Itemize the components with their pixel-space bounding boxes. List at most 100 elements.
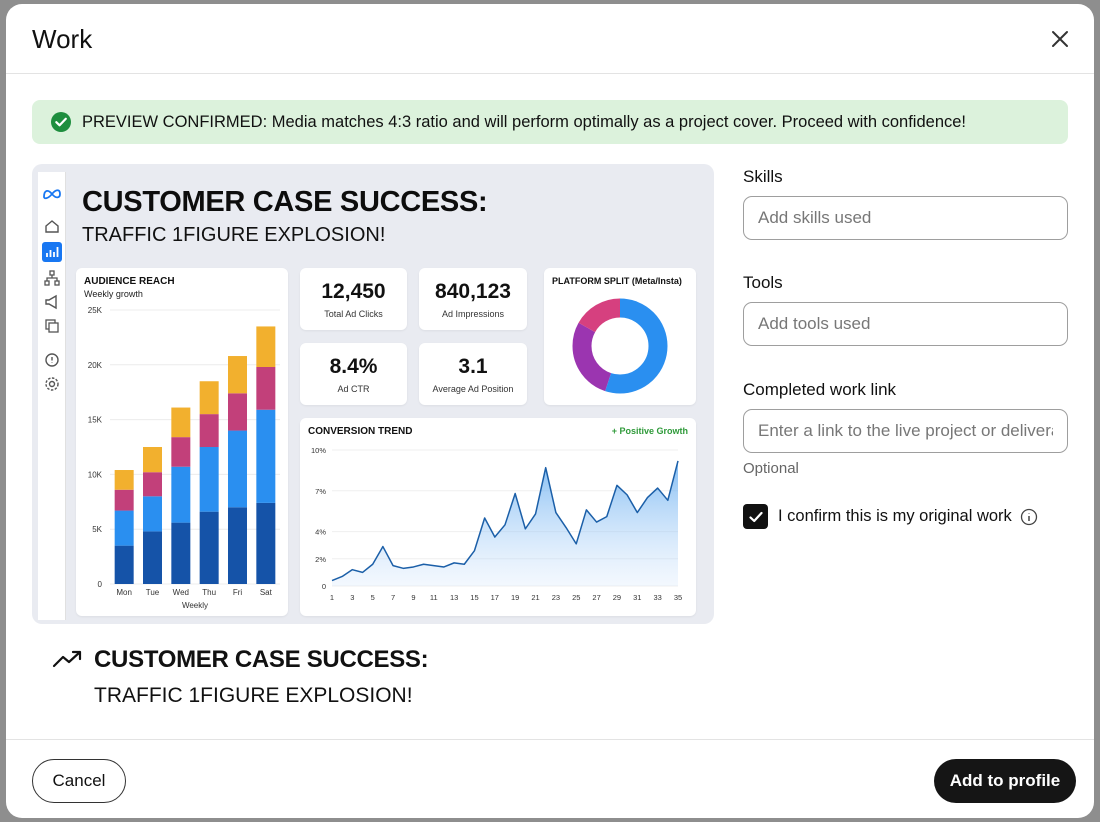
skills-label: Skills: [743, 167, 783, 186]
y-tick-label: 0: [98, 580, 103, 589]
conversion-trend-card: CONVERSION TREND + Positive Growth 0 2% 4%…: [300, 418, 696, 616]
kpi-value: 840,123: [435, 280, 511, 303]
dashboard-nav-rail: [38, 172, 66, 620]
original-work-checkbox[interactable]: [743, 504, 768, 529]
y-tick-label: 4%: [315, 528, 326, 537]
preview-confirmed-banner: PREVIEW CONFIRMED: Media matches 4:3 rat…: [32, 100, 1068, 144]
bar-segment: [114, 470, 134, 490]
work-link-input[interactable]: [743, 409, 1068, 453]
modal-header: Work: [6, 4, 1094, 74]
y-tick-label: 0: [322, 582, 326, 591]
x-tick-label: Thu: [202, 588, 216, 597]
x-tick-label: 15: [470, 593, 478, 602]
x-tick-label: Wed: [173, 588, 189, 597]
bar-segment: [256, 409, 276, 503]
x-tick-label: 1: [330, 593, 334, 602]
bar-chart-icon: [42, 242, 62, 262]
bar-segment: [256, 502, 276, 584]
sitemap-icon: [44, 270, 60, 286]
area-fill: [332, 460, 678, 586]
audience-reach-title: AUDIENCE REACH: [84, 276, 175, 287]
bar-segment: [114, 545, 134, 584]
audience-reach-subtitle: Weekly growth: [84, 289, 143, 299]
bar-segment: [228, 507, 247, 584]
bar-segment: [114, 510, 134, 546]
y-tick-label: 10K: [88, 470, 103, 479]
x-tick-label: Tue: [146, 588, 160, 597]
bar-segment: [171, 466, 191, 523]
preview-title: CUSTOMER CASE SUCCESS:: [82, 186, 488, 218]
bar-segment: [171, 407, 191, 438]
cover-preview-image: CUSTOMER CASE SUCCESS: TRAFFIC 1FIGURE E…: [32, 164, 714, 624]
bar-segment: [199, 511, 219, 584]
modal-footer: Cancel Add to profile: [6, 739, 1094, 818]
x-tick-label: 5: [371, 593, 375, 602]
kpi-value: 8.4%: [329, 355, 378, 378]
x-tick-label: 27: [592, 593, 600, 602]
banner-text: PREVIEW CONFIRMED: Media matches 4:3 rat…: [82, 112, 967, 131]
check-circle-icon: [51, 112, 71, 132]
modal-title: Work: [32, 24, 93, 54]
work-link-optional-hint: Optional: [743, 460, 799, 477]
y-tick-label: 10%: [311, 446, 326, 455]
conversion-trend-title: CONVERSION TREND: [308, 426, 413, 437]
audience-reach-chart: 0 5K 10K 15K 20K 25K Mon Tue Wed Thu Fri Sat Weekly: [88, 306, 280, 610]
donut-slice: [572, 298, 668, 394]
bar-segment: [171, 522, 191, 584]
y-tick-label: 20K: [88, 361, 103, 370]
y-tick-label: 15K: [88, 416, 103, 425]
bar-segment: [143, 447, 162, 473]
project-caption-title: CUSTOMER CASE SUCCESS:: [94, 646, 429, 673]
trending-up-icon: [52, 650, 82, 668]
x-tick-label: 9: [411, 593, 415, 602]
x-tick-label: 7: [391, 593, 395, 602]
x-tick-label: 13: [450, 593, 458, 602]
bar-segment: [143, 531, 162, 584]
kpi-label: Average Ad Position: [432, 384, 514, 394]
bar-segment: [143, 472, 162, 497]
kpi-value: 12,450: [321, 280, 386, 303]
original-work-confirmation: I confirm this is my original work: [743, 504, 1038, 529]
cancel-button[interactable]: Cancel: [32, 759, 126, 803]
x-tick-label: 29: [613, 593, 621, 602]
conversion-trend-chart: 02%4%7%10%1 3 5 7 9 11 13 15 17 19 21 23 25 27 29 31 33 3…: [311, 446, 682, 602]
bar-segment: [199, 447, 219, 512]
bar-segment: [143, 496, 162, 532]
y-tick-label: 5K: [92, 525, 102, 534]
info-icon[interactable]: [1020, 508, 1038, 526]
settings-icon: [45, 377, 59, 391]
platform-split-donut: [572, 298, 668, 394]
bar-segment: [199, 414, 219, 447]
kpi-label: Ad Impressions: [441, 309, 505, 319]
close-icon[interactable]: [1048, 27, 1072, 51]
skills-input[interactable]: [743, 196, 1068, 240]
x-tick-label: 35: [674, 593, 682, 602]
x-axis-label: Weekly: [182, 601, 208, 610]
x-tick-label: 33: [653, 593, 661, 602]
x-tick-label: Sat: [260, 588, 273, 597]
tools-input[interactable]: [743, 302, 1068, 346]
bar-segment: [114, 489, 134, 511]
kpi-label: Ad CTR: [337, 384, 370, 394]
work-modal: Work PREVIEW CONFIRMED: Media matches 4:…: [6, 4, 1094, 818]
home-icon: [45, 220, 59, 233]
tools-label: Tools: [743, 273, 783, 292]
megaphone-icon: [45, 294, 57, 310]
kpi-card: 840,123 Ad Impressions: [419, 268, 527, 330]
x-tick-label: 31: [633, 593, 641, 602]
x-tick-label: 25: [572, 593, 580, 602]
x-tick-label: 19: [511, 593, 519, 602]
y-tick-label: 2%: [315, 555, 326, 564]
original-work-label: I confirm this is my original work: [778, 507, 1012, 525]
kpi-label: Total Ad Clicks: [324, 309, 383, 319]
add-to-profile-button[interactable]: Add to profile: [934, 759, 1076, 803]
bar-segment: [256, 366, 276, 410]
audience-reach-card: AUDIENCE REACH Weekly growth 0 5K 10K 15K 20…: [76, 268, 288, 616]
y-tick-label: 25K: [88, 306, 103, 315]
preview-subtitle: TRAFFIC 1FIGURE EXPLOSION!: [82, 224, 386, 246]
bar-segment: [228, 430, 247, 508]
series-line: [331, 460, 679, 582]
x-tick-label: Fri: [233, 588, 243, 597]
donut-slice: [572, 298, 668, 394]
y-tick-label: 7%: [315, 487, 326, 496]
